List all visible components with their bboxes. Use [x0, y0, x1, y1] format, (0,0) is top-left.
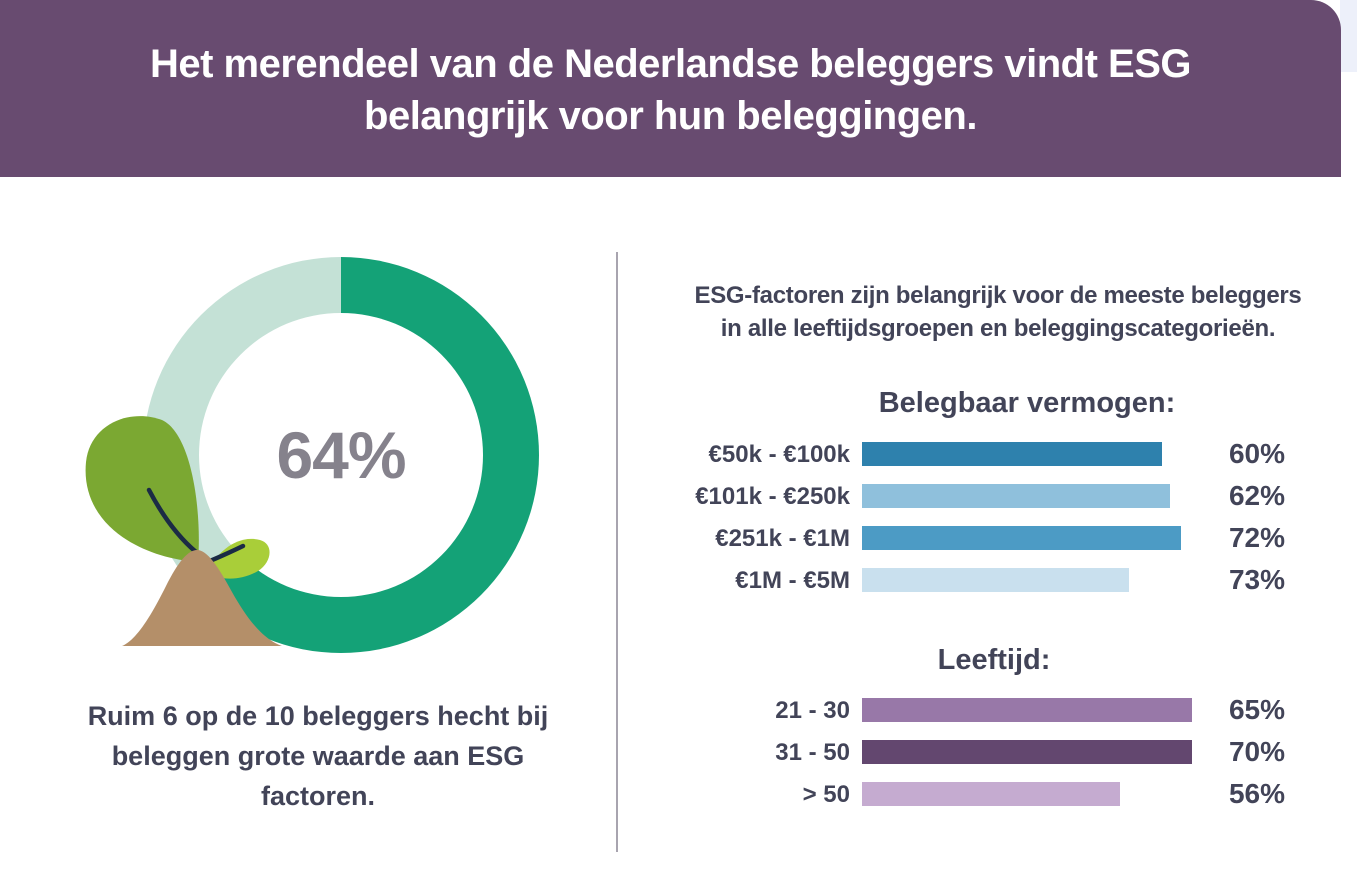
- bar: [862, 740, 1192, 764]
- bar: [862, 442, 1162, 466]
- bar-value-label: 56%: [1228, 778, 1285, 809]
- seedling-icon: [85, 416, 282, 646]
- bar: [862, 568, 1129, 592]
- header-title-line1: Het merendeel van de Nederlandse belegge…: [149, 41, 1192, 86]
- bar-value-label: 70%: [1228, 736, 1285, 767]
- bar-category-label: €251k - €1M: [715, 525, 850, 552]
- small-leaf-icon: [208, 538, 270, 579]
- section-title-belegbaar-vermogen: Belegbaar vermogen:: [878, 387, 1176, 419]
- bar: [862, 526, 1181, 550]
- donut-caption: Ruim 6 op de 10 beleggers hecht bij bele…: [68, 696, 568, 816]
- bar-category-label: > 50: [802, 781, 850, 808]
- section-title-leeftijd: Leeftijd:: [937, 644, 1051, 676]
- header-banner: Het merendeel van de Nederlandse belegge…: [0, 0, 1341, 177]
- bar-value-label: 73%: [1228, 564, 1285, 595]
- bar: [862, 484, 1170, 508]
- bar: [862, 782, 1120, 806]
- bar-row: 21 - 30 65%: [640, 694, 1285, 725]
- bar-row: €101k - €250k 62%: [640, 480, 1285, 511]
- bar-value-label: 60%: [1228, 438, 1285, 469]
- bar-category-label: €101k - €250k: [695, 483, 850, 510]
- column-divider: [616, 252, 618, 852]
- bar-category-label: €50k - €100k: [708, 441, 850, 468]
- soil-mound-icon: [122, 550, 282, 646]
- bar-row: €1M - €5M 73%: [640, 564, 1285, 595]
- right-column-heading: ESG-factoren zijn belangrijk voor de mee…: [645, 279, 1351, 345]
- stem-icon: [146, 487, 199, 555]
- bar-row: > 50 56%: [640, 778, 1285, 809]
- right-column-heading-line2: in alle leeftijdsgroepen en beleggingsca…: [720, 315, 1276, 342]
- bar: [862, 698, 1192, 722]
- bar-category-label: 21 - 30: [775, 697, 850, 724]
- header-title-line2: belangrijk voor hun beleggingen.: [364, 93, 977, 138]
- bar-value-label: 62%: [1228, 480, 1285, 511]
- donut-percent-label: 64%: [276, 418, 406, 492]
- right-column-heading-line1: ESG-factoren zijn belangrijk voor de mee…: [694, 282, 1302, 309]
- bar-row: 31 - 50 70%: [640, 736, 1285, 767]
- bar-value-label: 65%: [1228, 694, 1285, 725]
- donut-caption-line2: beleggen grote waarde aan ESG: [111, 741, 525, 771]
- bar-category-label: €1M - €5M: [735, 567, 850, 594]
- bar-row: €251k - €1M 72%: [640, 522, 1285, 553]
- donut-caption-line3: factoren.: [260, 781, 376, 811]
- donut-caption-line1: Ruim 6 op de 10 beleggers hecht bij: [87, 701, 549, 731]
- bar-category-label: 31 - 50: [775, 739, 850, 766]
- page-background-corner: [1340, 0, 1357, 72]
- bar-value-label: 72%: [1228, 522, 1285, 553]
- bar-row: €50k - €100k 60%: [640, 438, 1285, 469]
